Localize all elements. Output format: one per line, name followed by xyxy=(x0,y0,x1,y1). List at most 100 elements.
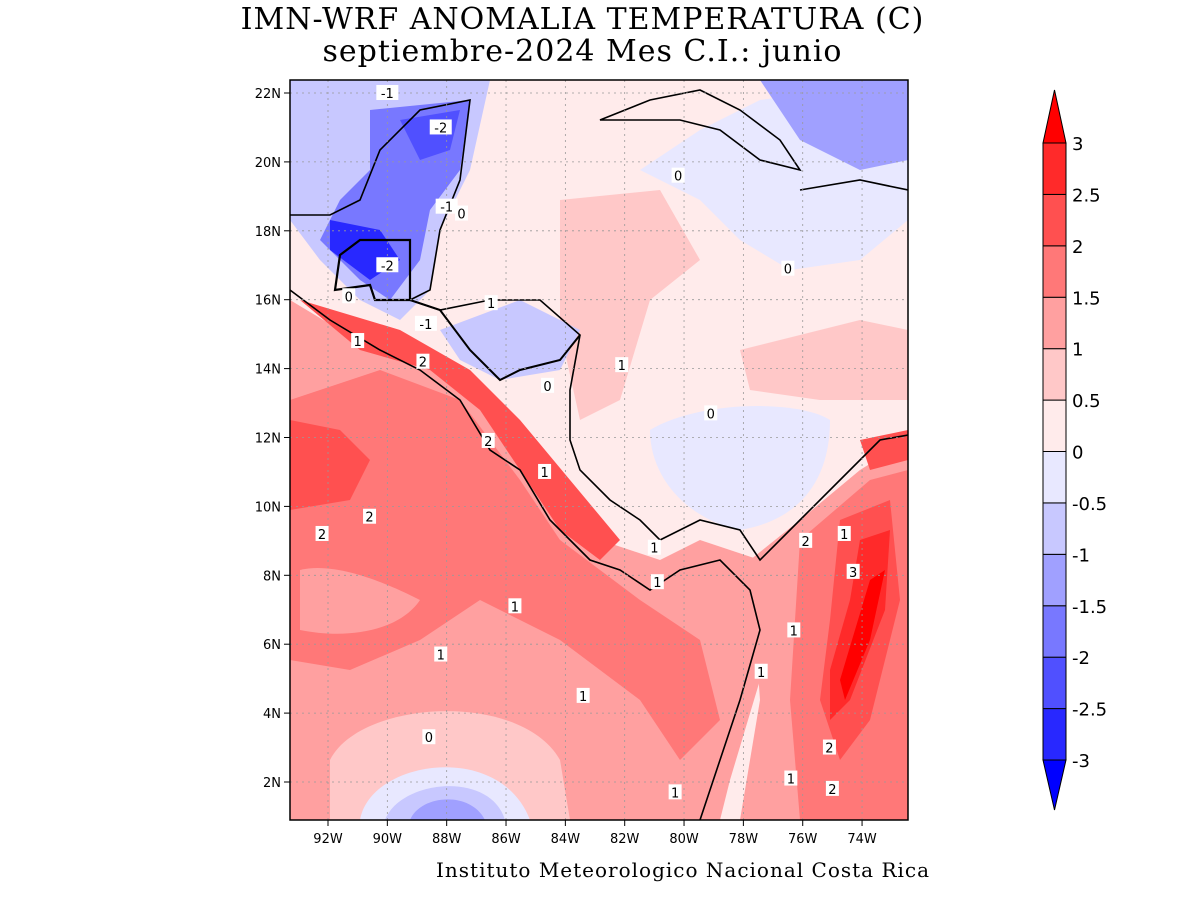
longitude-axis: 92W 90W 88W 86W 84W 82W 80W 78W 76W 74W xyxy=(313,820,877,847)
contour-label-bg xyxy=(668,784,682,800)
contour-label-bg xyxy=(484,295,498,311)
lon-tick-label: 80W xyxy=(669,832,699,847)
colorbar-band xyxy=(1042,605,1067,658)
colorbar-label: 0.5 xyxy=(1072,391,1101,412)
contour-label: 1 xyxy=(579,690,587,705)
contour-label: 2 xyxy=(365,511,373,526)
contour-label: 3 xyxy=(849,566,857,581)
field-pacific-3 xyxy=(300,567,420,634)
colorbar-band xyxy=(1042,296,1067,350)
map-title-line1: IMN-WRF ANOMALIA TEMPERATURA (C) xyxy=(240,2,925,37)
contour-label-bg xyxy=(541,377,555,393)
contour-label-bg xyxy=(671,167,685,183)
footer-credit: Instituto Meteorologico Nacional Costa R… xyxy=(436,858,931,882)
contour-label-bg xyxy=(363,508,377,524)
lat-tick-label: 2N xyxy=(263,776,281,791)
colorbar-band xyxy=(1042,451,1067,504)
colorbar-label: 0 xyxy=(1072,443,1083,464)
colorbar-band xyxy=(1042,348,1067,401)
contour-label-bg xyxy=(787,622,801,638)
contour-label: 1 xyxy=(787,773,795,788)
field-pacific-neg3 xyxy=(410,799,485,820)
contour-label-bg xyxy=(837,525,851,541)
contour-label-bg xyxy=(435,198,458,214)
field-coast-2 xyxy=(300,300,620,560)
lon-tick-label: 86W xyxy=(491,832,521,847)
colorbar-band xyxy=(1042,142,1067,195)
contour-label: 1 xyxy=(540,466,548,481)
field-caribbean-1 xyxy=(560,190,700,420)
lat-tick-label: 16N xyxy=(255,294,281,309)
lon-tick-label: 84W xyxy=(551,832,581,847)
field-pacific-2 xyxy=(290,370,720,760)
anomaly-field xyxy=(290,80,908,820)
colorbar-high-arrow xyxy=(1042,89,1067,144)
contour-label-bg xyxy=(822,739,836,755)
contour-label: -1 xyxy=(440,201,453,216)
colorbar-band xyxy=(1042,553,1067,607)
contour-label-bg xyxy=(615,357,629,373)
contour-label-bg xyxy=(315,525,329,541)
field-greater-antilles-2 xyxy=(760,80,908,170)
contour-label-bg xyxy=(376,257,399,273)
colorbar-low-arrow xyxy=(1042,759,1067,811)
contour-label-bg xyxy=(781,260,795,276)
colorbar-label: -0.5 xyxy=(1072,494,1107,515)
contour-label: 1 xyxy=(618,359,626,374)
lon-tick-label: 74W xyxy=(847,832,877,847)
contour-label-bg xyxy=(376,85,399,100)
contour-label: 1 xyxy=(437,649,445,664)
colorbar-band xyxy=(1042,399,1067,453)
lat-tick-label: 18N xyxy=(255,225,281,240)
lat-tick-label: 12N xyxy=(255,432,281,447)
contour-label-bg xyxy=(784,770,798,786)
lon-tick-label: 78W xyxy=(729,832,759,847)
contour-labels: -1 -2 0 -1 0 -2 0 0 1 -1 1 2 1 0 0 2 1 2 2 2 1 1 3 1 1 1 1 1 1 0 2 1 2 1 xyxy=(315,85,860,801)
map-title-line2: septiembre-2024 Mes C.I.: junio xyxy=(322,34,843,69)
contour-label: 0 xyxy=(674,170,682,185)
graticule xyxy=(290,80,908,820)
contour-label: 0 xyxy=(707,407,715,422)
lat-tick-label: 14N xyxy=(255,363,281,378)
coastlines xyxy=(290,89,908,820)
lon-tick-label: 82W xyxy=(610,832,640,847)
lon-tick-label: 90W xyxy=(373,832,403,847)
contour-label: 1 xyxy=(757,666,765,681)
colorbar-label: 2.5 xyxy=(1072,185,1101,206)
contour-label: 0 xyxy=(345,290,353,305)
contour-label-bg xyxy=(538,463,552,479)
field-caribbean-neg xyxy=(650,406,830,530)
colorbar-label: 2 xyxy=(1072,237,1083,258)
contour-label-bg xyxy=(799,532,813,548)
map-frame xyxy=(289,79,909,821)
colorbar-label: 1 xyxy=(1072,340,1083,361)
colorbar-band xyxy=(1042,193,1067,247)
colorbar-label: 1.5 xyxy=(1072,288,1101,309)
lon-tick-label: 92W xyxy=(313,832,343,847)
contour-label: 1 xyxy=(511,600,519,615)
latitude-axis: 22N 20N 18N 16N 14N 12N 10N 8N 6N 4N 2N xyxy=(255,87,290,791)
lat-tick-label: 4N xyxy=(263,707,281,722)
contour-label: -2 xyxy=(434,121,447,136)
contour-label: 1 xyxy=(653,576,661,591)
lat-tick-label: 6N xyxy=(263,638,281,653)
contour-label: 2 xyxy=(802,535,810,550)
contour-label: 1 xyxy=(487,297,495,312)
contour-label: -2 xyxy=(381,259,394,274)
colorbar-label: 3 xyxy=(1072,134,1083,155)
contour-label-bg xyxy=(455,205,469,221)
colorbar-band xyxy=(1042,708,1067,761)
contour-label: 1 xyxy=(790,624,798,639)
colorbar-label: -2 xyxy=(1072,648,1090,669)
contour-label: 0 xyxy=(543,380,551,395)
colorbar-label: -2.5 xyxy=(1072,700,1107,721)
contour-label-bg xyxy=(508,598,522,614)
contour-label-bg xyxy=(416,353,430,369)
contour-label: 2 xyxy=(825,742,833,757)
lat-tick-label: 22N xyxy=(255,87,281,102)
lat-tick-label: 8N xyxy=(263,569,281,584)
colorbar: -3 -2.5 -2 -1.5 -1 -0.5 0 0.5 1 1.5 2 2.5 3 xyxy=(1042,89,1107,811)
lat-tick-label: 10N xyxy=(255,500,281,515)
lon-tick-label: 88W xyxy=(432,832,462,847)
